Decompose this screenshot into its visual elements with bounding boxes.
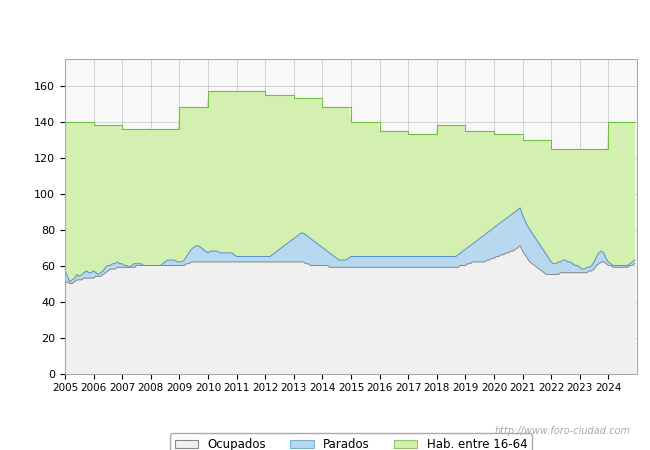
Legend: Ocupados, Parados, Hab. entre 16-64: Ocupados, Parados, Hab. entre 16-64: [170, 433, 532, 450]
Text: http://www.foro-ciudad.com: http://www.foro-ciudad.com: [495, 427, 630, 436]
Text: Huerto - Evolucion de la poblacion en edad de Trabajar Septiembre de 2024: Huerto - Evolucion de la poblacion en ed…: [72, 21, 578, 33]
